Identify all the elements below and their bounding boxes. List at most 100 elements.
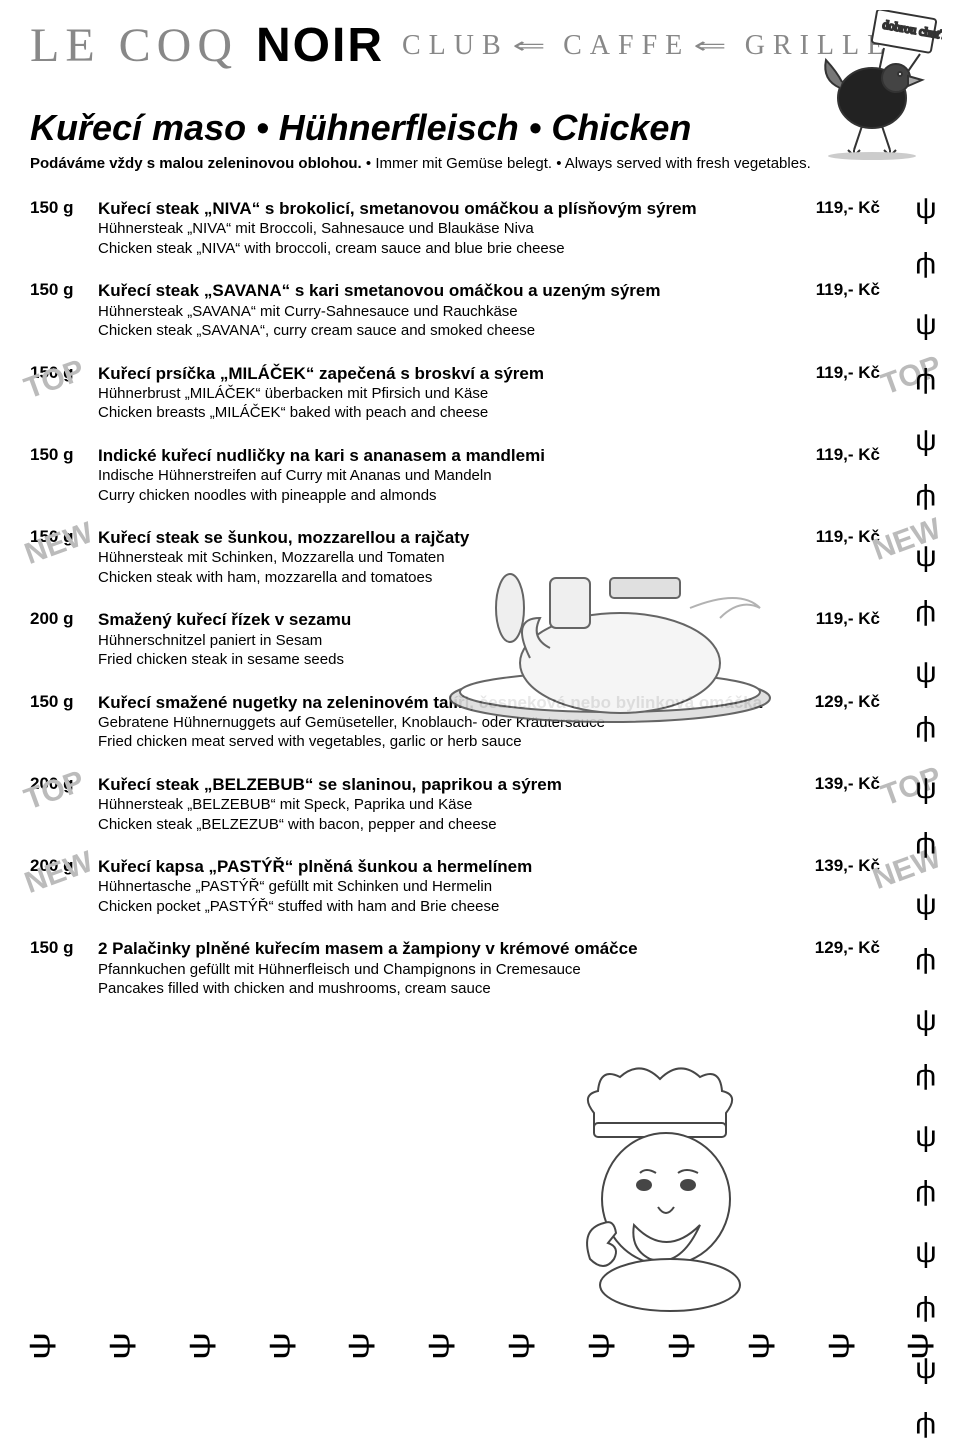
item-name-de: Pfannkuchen gefüllt mit Hühnerfleisch un…: [98, 960, 780, 980]
ornament-icon: ψ: [915, 948, 936, 978]
menu-item: 150 g Kuřecí steak „SAVANA“ s kari smetan…: [30, 280, 880, 340]
item-name-cz: Kuřecí prsíčka „MILÁČEK“ zapečená s bros…: [98, 363, 780, 384]
chicken-plate-icon: [440, 548, 780, 728]
item-name-en: Chicken steak „BELZEZUB“ with bacon, pep…: [98, 815, 780, 835]
ornament-icon: ψ: [915, 194, 936, 224]
subtitle-bold: Podáváme vždy s malou zeleninovou obloho…: [30, 155, 362, 172]
item-price: 119,- Kč: [790, 609, 880, 669]
item-name-de: Hühnersteak „SAVANA“ mit Curry-Sahnesauc…: [98, 302, 780, 322]
item-weight: 150 g: [30, 363, 88, 423]
item-price: 119,- Kč: [790, 198, 880, 258]
ornament-icon: ψ: [915, 252, 936, 282]
item-price: 129,- Kč: [790, 692, 880, 752]
ornament-icon: ψ: [915, 368, 936, 398]
menu-item: 150 g 2 Palačinky plněné kuřecím masem a …: [30, 938, 880, 998]
item-desc: Kuřecí steak „SAVANA“ s kari smetanovou …: [98, 280, 780, 340]
item-weight: 150 g: [30, 198, 88, 258]
brand-lecoq: LE COQ: [30, 18, 238, 73]
brand-club: CLUB: [402, 30, 509, 62]
item-name-cz: Kuřecí kapsa „PASTÝŘ“ plněná šunkou a he…: [98, 856, 780, 877]
ornament-icon: ψ: [915, 1180, 936, 1210]
item-weight: 150 g: [30, 445, 88, 505]
ornament-icon: ψ: [915, 1122, 936, 1152]
item-name-cz: Indické kuřecí nudličky na kari s ananas…: [98, 445, 780, 466]
menu-item: 200 g Kuřecí kapsa „PASTÝŘ“ plněná šunkou…: [30, 856, 880, 916]
item-desc: Indické kuřecí nudličky na kari s ananas…: [98, 445, 780, 505]
ornament-icon: ψ: [915, 774, 936, 804]
item-name-de: Hühnertasche „PASTÝŘ“ gefüllt mit Schink…: [98, 877, 780, 897]
ornament-icon: ψ: [915, 426, 936, 456]
bottom-ornaments: ψψψψψψψψψψψψ: [30, 1331, 930, 1361]
item-name-en: Fried chicken meat served with vegetable…: [98, 732, 780, 752]
item-weight: 150 g: [30, 692, 88, 752]
ornament-icon: ψ: [744, 1332, 774, 1360]
item-name-cz: Kuřecí steak „SAVANA“ s kari smetanovou …: [98, 280, 780, 301]
header-sep-2: ⇐: [694, 33, 742, 59]
item-name-en: Chicken pocket „PASTÝŘ“ stuffed with ham…: [98, 897, 780, 917]
menu-item: 200 gKuřecí steak „BELZEBUB“ se slaninou…: [30, 774, 880, 834]
ornament-icon: ψ: [915, 542, 936, 572]
ornament-icon: ψ: [265, 1332, 295, 1360]
item-name-de: Hühnersteak „NIVA“ mit Broccoli, Sahnesa…: [98, 219, 780, 239]
item-price: 129,- Kč: [790, 938, 880, 998]
item-price: 139,- Kč: [790, 856, 880, 916]
item-desc: Kuřecí steak „BELZEBUB“ se slaninou, pap…: [98, 774, 780, 834]
ornament-icon: ψ: [185, 1332, 215, 1360]
ornament-icon: ψ: [425, 1332, 455, 1360]
item-name-de: Indische Hühnerstreifen auf Curry mit An…: [98, 466, 780, 486]
ornament-icon: ψ: [915, 310, 936, 340]
item-weight: 150 g: [30, 938, 88, 998]
ornament-icon: ψ: [106, 1332, 136, 1360]
menu-item: 150 g Kuřecí prsíčka „MILÁČEK“ zapečená s…: [30, 363, 880, 423]
ornament-icon: ψ: [915, 1006, 936, 1036]
item-desc: Kuřecí steak „NIVA“ s brokolicí, smetano…: [98, 198, 780, 258]
subtitle-rest: • Immer mit Gemüse belegt. • Always serv…: [362, 155, 811, 172]
item-weight: 200 g: [30, 609, 88, 669]
ornament-icon: ψ: [915, 658, 936, 688]
item-name-cz: 2 Palačinky plněné kuřecím masem a žampi…: [98, 938, 780, 959]
item-name-en: Chicken steak „NIVA“ with broccoli, crea…: [98, 239, 780, 259]
ornament-icon: ψ: [345, 1332, 375, 1360]
item-name-de: Hühnerbrust „MILÁČEK“ überbacken mit Pfi…: [98, 384, 780, 404]
item-name-en: Pancakes filled with chicken and mushroo…: [98, 979, 780, 999]
header-sep-1: ⇐: [512, 33, 560, 59]
item-price: 119,- Kč: [790, 527, 880, 587]
item-name-cz: Kuřecí steak „BELZEBUB“ se slaninou, pap…: [98, 774, 780, 795]
item-desc: 2 Palačinky plněné kuřecím masem a žampi…: [98, 938, 780, 998]
item-price: 119,- Kč: [790, 280, 880, 340]
side-ornaments: ψψψψψψψψψψψψψψψψψψψψψψ: [906, 194, 946, 1442]
item-weight: 150 g: [30, 527, 88, 587]
menu-item: 150 g Indické kuřecí nudličky na kari s a…: [30, 445, 880, 505]
ornament-icon: ψ: [505, 1332, 535, 1360]
item-weight: 150 g: [30, 280, 88, 340]
item-price: 139,- Kč: [790, 774, 880, 834]
item-desc: Kuřecí kapsa „PASTÝŘ“ plněná šunkou a he…: [98, 856, 780, 916]
brand-noir: NOIR: [256, 18, 384, 73]
ornament-icon: ψ: [915, 600, 936, 630]
ornament-icon: ψ: [585, 1332, 615, 1360]
item-weight: 200 g: [30, 856, 88, 916]
ornament-icon: ψ: [915, 1296, 936, 1326]
ornament-icon: ψ: [915, 890, 936, 920]
rooster-icon: dobrou chuť!: [812, 10, 942, 160]
ornament-icon: ψ: [915, 1238, 936, 1268]
ornament-icon: ψ: [915, 484, 936, 514]
ornament-icon: ψ: [665, 1332, 695, 1360]
brand-caffe: CAFFE: [563, 30, 690, 62]
ornament-icon: ψ: [915, 832, 936, 862]
ornament-icon: ψ: [904, 1332, 934, 1360]
ornament-icon: ψ: [915, 1064, 936, 1094]
item-price: 119,- Kč: [790, 363, 880, 423]
chef-icon: [580, 1059, 810, 1319]
item-name-cz: Kuřecí steak se šunkou, mozzarellou a ra…: [98, 527, 780, 548]
ornament-icon: ψ: [915, 1412, 936, 1442]
item-price: 119,- Kč: [790, 445, 880, 505]
item-name-en: Chicken steak „SAVANA“, curry cream sauc…: [98, 321, 780, 341]
item-name-en: Curry chicken noodles with pineapple and…: [98, 486, 780, 506]
item-name-de: Hühnersteak „BELZEBUB“ mit Speck, Paprik…: [98, 795, 780, 815]
item-name-cz: Kuřecí steak „NIVA“ s brokolicí, smetano…: [98, 198, 780, 219]
ornament-icon: ψ: [26, 1332, 56, 1360]
item-desc: Kuřecí prsíčka „MILÁČEK“ zapečená s bros…: [98, 363, 780, 423]
menu-item: 150 g Kuřecí steak „NIVA“ s brokolicí, sm…: [30, 198, 880, 258]
item-name-en: Chicken breasts „MILÁČEK“ baked with pea…: [98, 403, 780, 423]
